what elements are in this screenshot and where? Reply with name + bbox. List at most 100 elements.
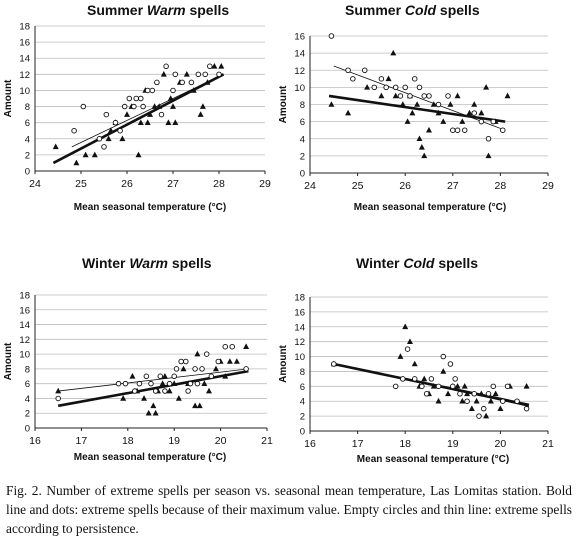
data-point-circle (195, 71, 202, 78)
data-point-circle (222, 343, 228, 350)
x-tick-label: 29 (542, 180, 554, 192)
data-point-circle (371, 84, 378, 91)
data-point-triangle (141, 395, 148, 401)
y-tick-label: 12 (19, 70, 30, 81)
data-point-circle (136, 380, 143, 387)
y-tick-label: 2 (25, 150, 30, 161)
data-point-circle (471, 391, 477, 397)
data-point-triangle (390, 49, 397, 56)
data-point-triangle (461, 383, 468, 389)
data-point-circle (407, 93, 413, 99)
data-point-triangle (492, 390, 499, 397)
data-point-triangle (137, 119, 144, 125)
data-point-circle (383, 84, 389, 91)
data-point-circle (485, 135, 492, 142)
data-point-circle (464, 398, 470, 404)
data-point-circle (392, 84, 399, 91)
data-point-triangle (120, 395, 127, 401)
y-tick-label: 16 (19, 38, 30, 49)
x-tick-label: 24 (304, 180, 316, 192)
data-point-triangle (144, 119, 151, 125)
y-tick-label: 2 (300, 412, 305, 423)
data-point-circle (207, 63, 213, 70)
trend-line-thin (58, 368, 249, 392)
data-point-circle (490, 383, 497, 390)
y-tick-label: 16 (294, 32, 305, 43)
data-point-circle (71, 127, 77, 134)
y-tick-label: 4 (300, 397, 305, 408)
data-point-triangle (145, 409, 152, 416)
data-point-triangle (160, 71, 167, 77)
y-tick-label: 2 (25, 409, 30, 420)
data-point-circle (328, 33, 335, 39)
data-point-circle (331, 361, 337, 367)
data-point-triangle (402, 323, 409, 330)
data-point-circle (514, 398, 520, 404)
data-point-triangle (483, 412, 490, 419)
chart-title: Summer Warm spells (87, 2, 230, 18)
x-tick-label: 20 (495, 438, 507, 450)
data-point-circle (400, 376, 406, 382)
x-tick-label: 16 (304, 438, 316, 450)
data-point-circle (392, 383, 399, 390)
data-point-circle (428, 376, 435, 382)
data-point-triangle (201, 380, 208, 386)
data-point-triangle (192, 402, 199, 409)
data-point-circle (416, 84, 423, 91)
y-tick-label: 8 (300, 100, 305, 111)
data-point-triangle (171, 380, 178, 386)
data-point-triangle (430, 101, 437, 107)
y-tick-label: 12 (294, 66, 305, 77)
data-point-circle (171, 373, 177, 380)
data-point-triangle (170, 103, 176, 109)
x-tick-label: 19 (168, 435, 180, 447)
y-axis-label: Amount (278, 85, 289, 123)
data-point-circle (149, 87, 156, 94)
data-point-circle (411, 376, 418, 382)
data-point-circle (476, 413, 482, 419)
data-point-circle (215, 358, 222, 365)
data-point-triangle (385, 75, 392, 82)
data-point-circle (162, 388, 168, 394)
data-point-circle (490, 118, 497, 125)
data-point-circle (402, 84, 408, 91)
data-point-circle (166, 380, 173, 387)
data-point-triangle (199, 103, 206, 109)
x-tick-label: 17 (76, 435, 88, 447)
data-point-triangle (165, 119, 172, 125)
x-tick-label: 16 (29, 435, 41, 447)
x-tick-label: 28 (495, 180, 507, 192)
data-point-circle (115, 380, 122, 387)
data-point-circle (152, 388, 159, 394)
data-point-circle (203, 351, 210, 357)
data-point-circle (243, 366, 249, 372)
y-tick-label: 6 (25, 379, 30, 390)
data-point-circle (397, 93, 404, 99)
data-point-circle (183, 358, 189, 365)
data-point-triangle (156, 103, 163, 109)
data-point-triangle (454, 92, 461, 99)
x-axis-label: Mean seasonal temperature (°C) (354, 202, 506, 213)
data-point-circle (216, 71, 222, 78)
data-point-triangle (196, 402, 203, 409)
data-point-circle (523, 405, 530, 412)
data-point-circle (173, 366, 180, 372)
data-point-triangle (459, 397, 466, 404)
data-point-circle (132, 388, 138, 394)
data-point-triangle (147, 111, 153, 117)
y-tick-label: 16 (294, 307, 305, 318)
data-point-circle (202, 71, 208, 78)
data-point-circle (122, 380, 129, 387)
data-point-triangle (180, 365, 187, 372)
y-tick-label: 12 (294, 337, 305, 348)
x-tick-label: 17 (352, 438, 364, 450)
data-point-circle (131, 103, 137, 110)
data-point-circle (500, 398, 506, 404)
y-tick-label: 10 (294, 83, 305, 94)
x-tick-label: 18 (399, 438, 411, 450)
y-axis-label: Amount (3, 79, 14, 117)
y-axis-label: Amount (278, 344, 289, 382)
trend-line-bold (328, 94, 506, 123)
